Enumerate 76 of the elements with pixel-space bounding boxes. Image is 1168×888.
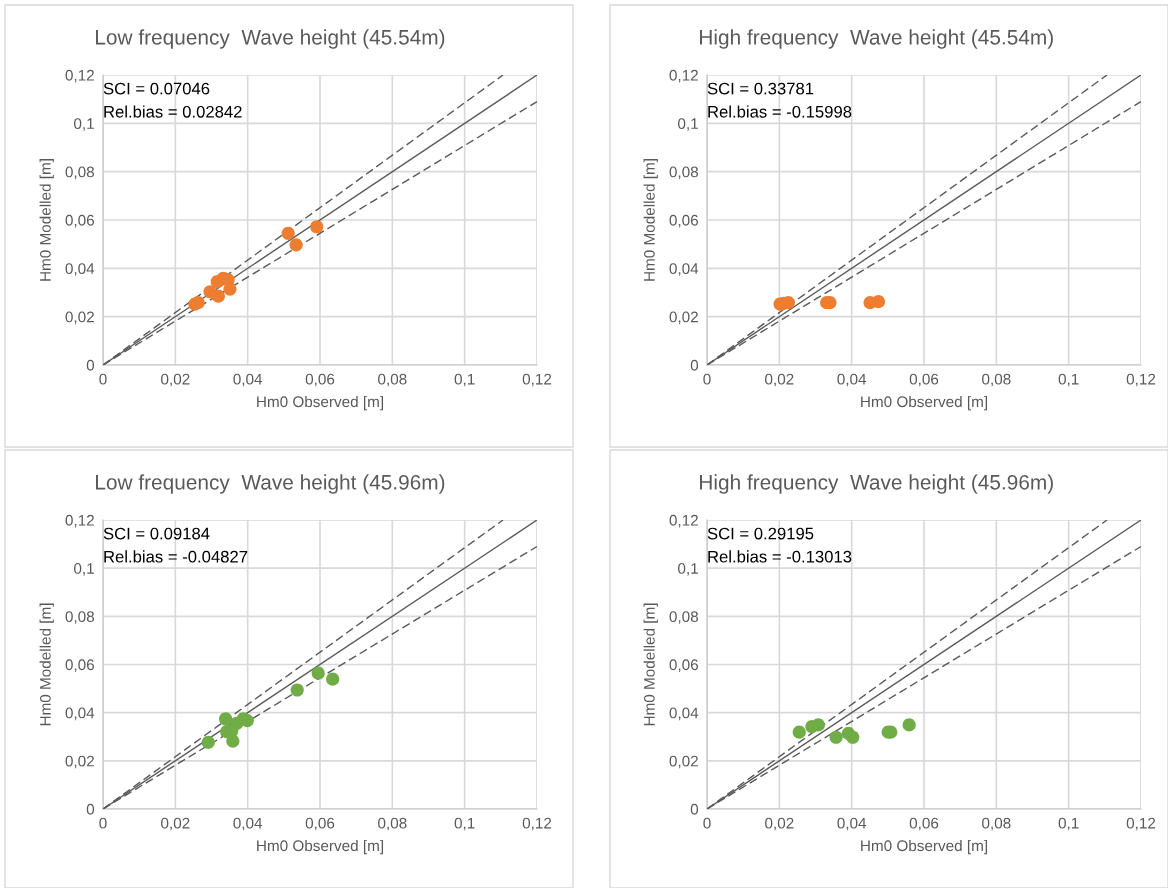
chart-title: High frequency Wave height (45.96m) (700, 474, 1053, 494)
y-tick-label: 0,1 (678, 118, 698, 131)
y-tick-label: 0 (690, 359, 699, 371)
y-tick-label: 0,02 (65, 755, 94, 769)
x-tick-label: 0,02 (161, 373, 190, 387)
annotation: SCI = 0.29195 (707, 527, 814, 540)
x-tick-label: 0,1 (1058, 817, 1079, 831)
x-tick-label: 0 (703, 373, 711, 385)
y-tick-label: 0,06 (669, 214, 698, 228)
y-tick-label: 0,04 (65, 263, 95, 276)
y-axis-title: Hm0 Modelled [m] (643, 159, 658, 281)
chart-title: Low frequency Wave height (45.54m) (96, 29, 445, 49)
y-tick-label: 0,1 (74, 563, 94, 576)
x-tick-label: 0,08 (982, 373, 1011, 387)
chart-title: Low frequency Wave height (45.96m) (96, 474, 445, 494)
annotation: SCI = 0.09184 (103, 527, 210, 540)
y-tick-label: 0,08 (669, 611, 699, 624)
x-tick-label: 0,08 (982, 817, 1011, 831)
chart-title: High frequency Wave height (45.54m) (700, 29, 1053, 49)
x-tick-label: 0,06 (305, 373, 335, 387)
y-tick-label: 0,08 (669, 166, 699, 180)
y-tick-label: 0,02 (669, 755, 698, 769)
x-tick-label: 0,1 (454, 373, 475, 387)
y-tick-label: 0,1 (678, 563, 698, 576)
annotation: SCI = 0.33781 (707, 82, 814, 95)
x-tick-label: 0,04 (837, 373, 867, 387)
x-tick-label: 0,06 (305, 817, 335, 831)
y-tick-label: 0,12 (669, 69, 698, 83)
y-tick-label: 0,06 (65, 214, 94, 228)
y-tick-label: 0,12 (669, 514, 698, 528)
x-axis-title: Hm0 Observed [m] (861, 839, 988, 855)
y-axis-title: Hm0 Modelled [m] (643, 603, 658, 726)
x-tick-label: 0,04 (837, 817, 867, 831)
x-tick-label: 0,1 (454, 817, 475, 831)
x-tick-label: 0,06 (909, 817, 939, 831)
y-tick-label: 0 (86, 803, 95, 815)
y-tick-label: 0,06 (669, 659, 698, 672)
y-tick-label: 0 (690, 803, 699, 815)
y-tick-label: 0,02 (65, 311, 94, 325)
y-tick-label: 0,06 (65, 659, 94, 672)
x-tick-label: 0,02 (765, 373, 794, 387)
x-tick-label: 0,04 (233, 373, 263, 387)
y-tick-label: 0,02 (669, 311, 698, 325)
y-axis-title: Hm0 Modelled [m] (39, 603, 54, 726)
y-tick-label: 0,04 (669, 263, 699, 276)
x-tick-label: 0,1 (1058, 373, 1079, 387)
x-tick-label: 0 (99, 817, 107, 829)
y-tick-label: 0,12 (65, 69, 94, 83)
x-tick-label: 0,02 (161, 817, 190, 831)
x-tick-label: 0 (703, 817, 711, 829)
annotation: Rel.bias = -0.15998 (708, 105, 852, 118)
x-tick-label: 0,12 (522, 373, 552, 387)
annotation: SCI = 0.07046 (103, 82, 210, 95)
annotation: Rel.bias = -0.13013 (708, 550, 852, 563)
x-tick-label: 0,08 (378, 817, 407, 831)
x-tick-label: 0 (99, 373, 107, 385)
y-tick-label: 0,08 (65, 611, 95, 624)
y-axis-title: Hm0 Modelled [m] (39, 159, 54, 281)
annotation: Rel.bias = 0.02842 (104, 105, 242, 118)
x-tick-label: 0,02 (765, 817, 794, 831)
y-tick-label: 0 (86, 359, 95, 371)
x-tick-label: 0,06 (909, 373, 939, 387)
y-tick-label: 0,04 (65, 707, 95, 721)
x-tick-label: 0,12 (522, 817, 552, 831)
y-tick-label: 0,1 (74, 118, 94, 131)
annotation: Rel.bias = -0.04827 (104, 550, 248, 563)
x-tick-label: 0,08 (378, 373, 407, 387)
x-axis-title: Hm0 Observed [m] (257, 839, 384, 855)
y-tick-label: 0,12 (65, 514, 94, 528)
x-tick-label: 0,04 (233, 817, 263, 831)
x-axis-title: Hm0 Observed [m] (257, 395, 384, 411)
x-axis-title: Hm0 Observed [m] (861, 395, 988, 411)
x-tick-label: 0,12 (1126, 817, 1156, 831)
y-tick-label: 0,04 (669, 707, 699, 721)
y-tick-label: 0,08 (65, 166, 95, 180)
x-tick-label: 0,12 (1126, 373, 1156, 387)
